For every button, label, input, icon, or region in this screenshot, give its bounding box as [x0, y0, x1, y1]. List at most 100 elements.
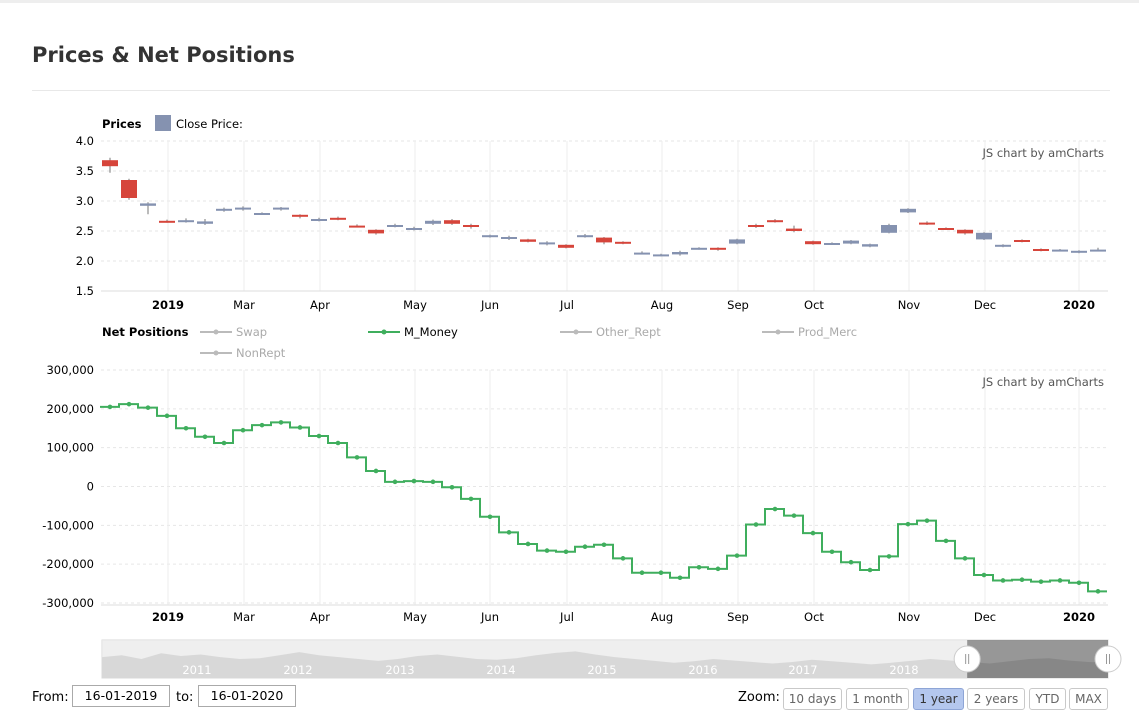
m-money-point[interactable]	[126, 401, 132, 407]
legend-label-other_rept[interactable]: Other_Rept	[596, 325, 661, 339]
price-candle[interactable]	[938, 228, 954, 230]
m-money-point[interactable]	[715, 566, 721, 572]
price-candle[interactable]	[995, 244, 1011, 247]
m-money-point[interactable]	[734, 553, 740, 558]
m-money-point[interactable]	[1057, 578, 1063, 583]
m-money-point[interactable]	[905, 521, 911, 527]
m-money-point[interactable]	[810, 530, 816, 536]
m-money-point[interactable]	[677, 575, 683, 581]
legend-label-prod_merc[interactable]: Prod_Merc	[798, 325, 857, 339]
m-money-point[interactable]	[753, 522, 759, 527]
m-money-point[interactable]	[582, 544, 588, 549]
zoom-button-1-year[interactable]: 1 year	[913, 688, 964, 710]
zoom-button-10-days[interactable]: 10 days	[783, 688, 842, 710]
price-candle[interactable]	[1090, 249, 1106, 252]
m-money-point[interactable]	[943, 538, 949, 544]
price-candle[interactable]	[292, 214, 308, 217]
m-money-point[interactable]	[506, 530, 512, 535]
to-date-input[interactable]: 16-01-2020	[198, 685, 296, 707]
price-candle[interactable]	[1071, 250, 1087, 253]
m-money-point[interactable]	[240, 427, 246, 433]
price-candle[interactable]	[672, 252, 688, 255]
m-money-point[interactable]	[525, 541, 531, 547]
scrollbar-selection[interactable]	[967, 640, 1108, 678]
price-candle[interactable]	[539, 242, 555, 245]
m-money-point[interactable]	[354, 455, 360, 460]
price-candle[interactable]	[1014, 240, 1030, 242]
m-money-point[interactable]	[696, 564, 702, 570]
m-money-point[interactable]	[259, 422, 265, 428]
m-money-point[interactable]	[639, 570, 645, 576]
m-money-point[interactable]	[1000, 578, 1006, 583]
from-date-input[interactable]: 16-01-2019	[72, 685, 170, 707]
price-candle[interactable]	[330, 217, 346, 220]
price-candle[interactable]	[653, 254, 669, 257]
m-money-point[interactable]	[335, 440, 341, 446]
price-candle[interactable]	[881, 225, 897, 233]
m-money-point[interactable]	[829, 549, 835, 555]
price-candle[interactable]	[691, 247, 707, 250]
zoom-button-ytd[interactable]: YTD	[1029, 688, 1066, 710]
m-money-point[interactable]	[962, 556, 968, 561]
m-money-point[interactable]	[1095, 589, 1101, 594]
price-candle[interactable]	[824, 243, 840, 245]
zoom-button-max[interactable]: MAX	[1069, 688, 1108, 710]
m-money-step-line[interactable]	[100, 403, 1107, 593]
m-money-point[interactable]	[563, 549, 569, 555]
price-candle[interactable]	[368, 229, 384, 234]
m-money-point[interactable]	[867, 567, 873, 573]
m-money-point[interactable]	[164, 413, 170, 419]
m-money-point[interactable]	[373, 468, 379, 474]
price-candle[interactable]	[786, 228, 802, 231]
price-candle[interactable]	[482, 235, 498, 238]
m-money-point[interactable]	[487, 514, 493, 520]
price-candle[interactable]	[577, 235, 593, 238]
price-candle[interactable]	[558, 244, 574, 248]
price-candle[interactable]	[805, 241, 821, 245]
m-money-point[interactable]	[221, 440, 227, 446]
price-candle[interactable]	[957, 229, 973, 234]
price-candle[interactable]	[729, 239, 745, 244]
price-candle[interactable]	[216, 208, 232, 211]
price-candle[interactable]	[748, 225, 764, 227]
price-candle[interactable]	[254, 213, 270, 215]
price-candle[interactable]	[311, 219, 327, 221]
m-money-point[interactable]	[316, 433, 322, 439]
price-candle[interactable]	[900, 208, 916, 213]
price-candle[interactable]	[235, 207, 251, 210]
price-candle[interactable]	[425, 220, 441, 224]
m-money-point[interactable]	[1019, 577, 1025, 582]
scrollbar-left-grip-icon[interactable]	[953, 645, 981, 673]
m-money-point[interactable]	[297, 425, 303, 430]
price-candle[interactable]	[520, 239, 536, 242]
m-money-point[interactable]	[411, 478, 417, 484]
m-money-point[interactable]	[1038, 579, 1044, 584]
m-money-point[interactable]	[430, 479, 436, 485]
price-candle[interactable]	[501, 237, 517, 239]
price-candle[interactable]	[596, 237, 612, 243]
zoom-button-2-years[interactable]: 2 years	[967, 688, 1025, 710]
zoom-button-1-month[interactable]: 1 month	[846, 688, 909, 710]
close-price-legend-swatch[interactable]	[155, 115, 171, 131]
m-money-point[interactable]	[183, 425, 189, 431]
price-candle[interactable]	[349, 225, 365, 228]
price-candle[interactable]	[178, 220, 194, 223]
legend-label-nonrept[interactable]: NonRept	[236, 346, 286, 360]
price-candle[interactable]	[273, 207, 289, 210]
scrollbar-right-grip-icon[interactable]	[1094, 645, 1122, 673]
price-candle[interactable]	[197, 221, 213, 224]
m-money-point[interactable]	[278, 420, 284, 425]
period-scrollbar[interactable]: 2011 2012 2013 2014 2015 2016 2017 2018	[101, 639, 1122, 679]
m-money-point[interactable]	[772, 506, 778, 512]
price-candle[interactable]	[843, 240, 859, 244]
price-candle[interactable]	[862, 244, 878, 247]
m-money-point[interactable]	[468, 496, 474, 502]
price-candle[interactable]	[159, 220, 175, 223]
price-candle[interactable]	[444, 220, 460, 224]
m-money-point[interactable]	[981, 572, 987, 578]
price-candle[interactable]	[387, 225, 403, 227]
legend-label-swap[interactable]: Swap	[236, 325, 267, 339]
legend-label-m_money[interactable]: M_Money	[404, 325, 458, 339]
price-candle[interactable]	[710, 247, 726, 250]
price-candle[interactable]	[615, 241, 631, 244]
